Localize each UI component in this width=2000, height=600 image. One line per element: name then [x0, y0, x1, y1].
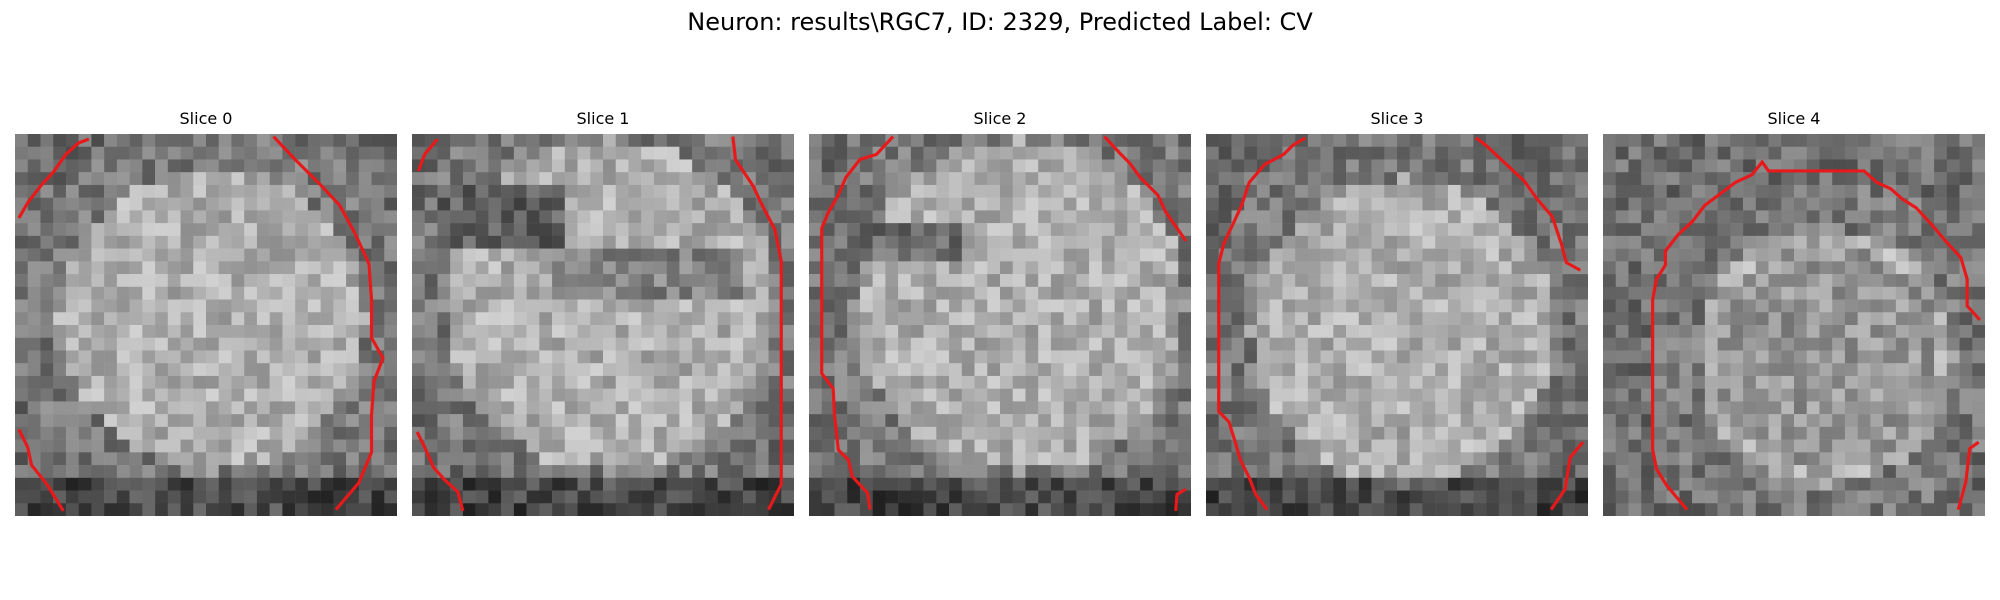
- slice-title: Slice 0: [179, 109, 233, 128]
- slice-image: [412, 134, 794, 516]
- slice-panel-0: Slice 0: [15, 104, 397, 516]
- contour-line: [1174, 487, 1187, 512]
- slice-title: Slice 3: [1370, 109, 1424, 128]
- contour-line: [415, 431, 465, 512]
- contour-line: [1651, 159, 1982, 511]
- contour-line: [731, 136, 783, 511]
- contour-line: [820, 135, 895, 510]
- slice-image: [15, 134, 397, 516]
- contour-line: [1956, 440, 1980, 511]
- contour-line: [1549, 441, 1585, 511]
- contour-line: [272, 135, 385, 511]
- slice-image: [1206, 134, 1588, 516]
- slice-panel-4: Slice 4: [1603, 104, 1985, 516]
- slice-panel-3: Slice 3: [1206, 104, 1588, 516]
- slice-title: Slice 2: [973, 109, 1027, 128]
- slice-panel-2: Slice 2: [809, 104, 1191, 516]
- figure-title: Neuron: results\RGC7, ID: 2329, Predicte…: [687, 8, 1313, 36]
- contour-line: [1103, 135, 1188, 242]
- contour-line: [416, 138, 439, 172]
- contour-line: [1217, 136, 1307, 511]
- slice-title: Slice 4: [1767, 109, 1821, 128]
- slice-image: [809, 134, 1191, 516]
- contour-line: [17, 137, 90, 219]
- slice-image: [1603, 134, 1985, 516]
- contour-line: [17, 428, 65, 512]
- slice-panel-1: Slice 1: [412, 104, 794, 516]
- contour-line: [1474, 136, 1582, 272]
- slice-title: Slice 1: [576, 109, 630, 128]
